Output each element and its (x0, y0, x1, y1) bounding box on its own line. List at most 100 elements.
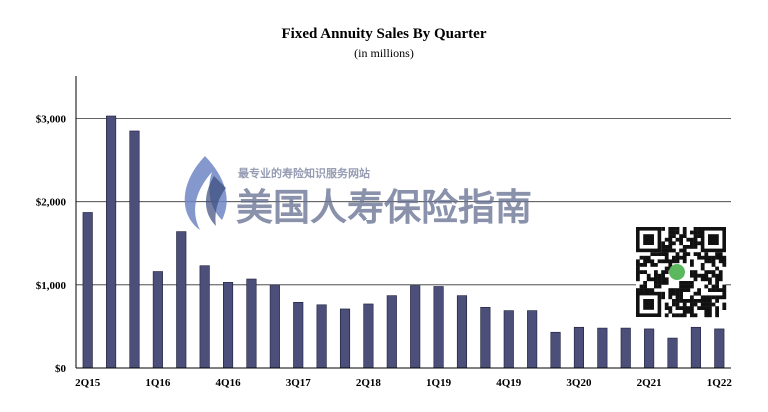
bar-3Q20 (573, 326, 584, 369)
qr-module (708, 309, 712, 314)
qr-module (664, 302, 669, 307)
qr-module (722, 291, 727, 296)
qr-module (690, 309, 694, 314)
qr-module (690, 259, 694, 264)
bar-1Q21 (620, 327, 631, 369)
qr-module (697, 306, 701, 310)
qr-module (639, 270, 644, 274)
qr-module (657, 252, 662, 256)
qr-module (690, 245, 694, 249)
qr-module (700, 273, 705, 278)
qr-module (675, 306, 680, 310)
qr-module (690, 230, 694, 235)
qr-finder (708, 234, 719, 245)
qr-module (690, 263, 694, 267)
qr-module (704, 277, 709, 282)
qr-module (697, 288, 701, 292)
qr-module (661, 281, 665, 285)
chart-subtitle: (in millions) (354, 46, 414, 60)
bar-1Q17 (246, 278, 257, 369)
axes (75, 76, 731, 369)
qr-module (643, 281, 647, 285)
qr-module (679, 288, 683, 292)
qr-module (679, 284, 683, 289)
bar-3Q18 (386, 295, 397, 369)
qr-module (668, 230, 673, 235)
qr-module (672, 291, 676, 296)
qr-module (704, 295, 709, 300)
qr-module (668, 309, 673, 314)
qr-module (715, 284, 719, 289)
qr-module (668, 295, 673, 300)
qr-module (715, 281, 719, 285)
chart-title: Fixed Annuity Sales By Quarter (281, 26, 487, 42)
qr-module (668, 237, 673, 242)
qr-module (693, 277, 698, 282)
qr-code-icon (636, 227, 727, 318)
qr-module (718, 259, 723, 264)
qr-module (668, 248, 673, 253)
qr-module (661, 227, 665, 231)
qr-module (672, 255, 676, 260)
bar-4Q16 (223, 282, 234, 369)
flame-logo-icon (184, 156, 227, 230)
qr-module (668, 227, 673, 231)
qr-module (686, 284, 691, 289)
qr-module (657, 259, 662, 264)
qr-module (675, 252, 680, 256)
qr-module (711, 295, 716, 300)
qr-module (664, 313, 669, 318)
x-tick-label: 2Q18 (356, 377, 382, 389)
qr-module (661, 248, 665, 253)
qr-module (668, 245, 673, 249)
qr-module (636, 273, 640, 278)
qr-module (686, 306, 691, 310)
qr-module (718, 277, 723, 282)
qr-module (650, 259, 655, 264)
bar-3Q21 (667, 337, 678, 369)
qr-module (722, 255, 727, 260)
qr-module (675, 302, 680, 307)
qr-module (682, 230, 687, 235)
qr-module (711, 263, 716, 267)
qr-module (650, 277, 655, 282)
qr-module (715, 295, 719, 300)
qr-module (654, 281, 658, 285)
qr-module (697, 291, 701, 296)
qr-module (657, 284, 662, 289)
qr-module (682, 281, 687, 285)
qr-module (690, 281, 694, 285)
qr-module (643, 263, 647, 267)
qr-module (672, 234, 676, 238)
qr-module (722, 263, 727, 267)
watermark-name: 美国人寿保险指南 (236, 186, 532, 229)
qr-module (697, 230, 701, 235)
qr-module (690, 241, 694, 246)
qr-module (668, 234, 673, 238)
qr-module (661, 295, 665, 300)
x-tick-label: 3Q20 (566, 377, 592, 389)
qr-module (664, 255, 669, 260)
qr-module (722, 259, 727, 264)
qr-module (654, 252, 658, 256)
qr-module (697, 227, 701, 231)
qr-module (718, 252, 723, 256)
qr-module (682, 255, 687, 260)
qr-module (675, 230, 680, 235)
qr-module (675, 288, 680, 292)
qr-module (654, 270, 658, 274)
qr-module (679, 299, 683, 303)
qr-module (722, 306, 727, 310)
qr-module (682, 227, 687, 231)
qr-module (679, 255, 683, 260)
x-tick-label: 1Q22 (707, 377, 733, 389)
qr-module (657, 273, 662, 278)
qr-module (672, 230, 676, 235)
bar-3Q19 (480, 306, 491, 369)
qr-module (715, 277, 719, 282)
qr-module (675, 313, 680, 318)
qr-module (715, 273, 719, 278)
bar-2Q15 (82, 212, 93, 369)
qr-module (704, 302, 709, 307)
